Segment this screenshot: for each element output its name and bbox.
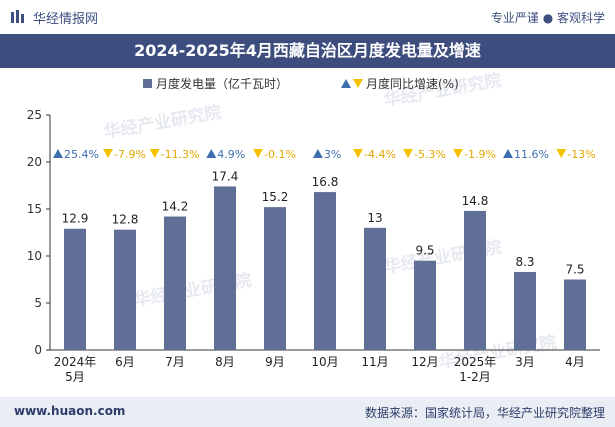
bar-value-label: 13 — [367, 211, 382, 225]
tagline: 专业严谨 ● 客观科学 — [490, 11, 605, 25]
growth-down-triangle-icon — [453, 149, 463, 158]
growth-down-triangle-icon — [103, 149, 113, 158]
growth-label: -5.3% — [414, 148, 446, 161]
bar — [464, 210, 486, 350]
bar — [314, 192, 336, 350]
x-tick-label-line: 1-2月 — [459, 370, 491, 384]
bar — [514, 271, 536, 350]
bar — [214, 186, 236, 350]
x-tick-label: 10月 — [311, 355, 338, 369]
bar-value-label: 12.9 — [62, 212, 89, 226]
growth-down-triangle-icon — [353, 149, 363, 158]
x-tick-label: 12月 — [411, 355, 438, 369]
x-tick-label: 2024年 5月 — [54, 355, 97, 384]
footer: www.huaon.com 数据来源：国家统计局，华经产业研究院整理 — [0, 397, 615, 427]
bar-value-label: 14.8 — [462, 194, 489, 208]
x-tick-label-line: 6月 — [115, 355, 135, 369]
legend-down-triangle-icon — [353, 79, 363, 88]
watermark-text: 华经产业研究院 — [102, 102, 223, 143]
y-tick-label: 20 — [27, 155, 42, 169]
growth-label: -1.9% — [464, 148, 496, 161]
growth-label: -11.3% — [161, 148, 200, 161]
growth-label: 4.9% — [217, 148, 245, 161]
x-tick-label-line: 12月 — [411, 355, 438, 369]
x-tick-label-line: 3月 — [515, 355, 535, 369]
bar-value-label: 9.5 — [415, 244, 434, 258]
growth-down-triangle-icon — [556, 149, 567, 158]
legend-swatch-generation — [143, 79, 152, 88]
legend-label-generation: 月度发电量（亿千瓦时） — [156, 76, 288, 91]
growth-label: 3% — [324, 148, 341, 161]
bar-value-label: 8.3 — [515, 255, 534, 269]
x-tick-label-line: 11月 — [361, 355, 388, 369]
bar-value-label: 17.4 — [212, 169, 239, 183]
growth-up-triangle-icon — [53, 149, 63, 158]
bar — [414, 260, 436, 350]
bar-chart: 华经产业研究院华经产业研究院华经产业研究院华经产业研究院华经产业研究院月度发电量… — [27, 70, 600, 384]
data-source: 数据来源：国家统计局，华经产业研究院整理 — [364, 406, 605, 420]
x-tick-label-line: 2025年 — [454, 355, 497, 369]
x-tick-label-line: 4月 — [565, 355, 585, 369]
growth-label: -4.4% — [364, 148, 396, 161]
chart-title: 2024-2025年4月西藏自治区月度发电量及增速 — [0, 34, 615, 68]
growth-up-triangle-icon — [503, 149, 513, 158]
x-tick-label: 11月 — [361, 355, 388, 369]
growth-up-triangle-icon — [312, 149, 323, 158]
bar — [164, 216, 186, 350]
x-tick-label-line: 2024年 — [54, 355, 97, 369]
x-tick-label: 7月 — [165, 355, 185, 369]
bar-value-label: 16.8 — [312, 175, 339, 189]
legend-up-triangle-icon — [341, 79, 351, 88]
site-url[interactable]: www.huaon.com — [14, 404, 126, 418]
growth-down-triangle-icon — [149, 149, 160, 158]
legend-label-growth: 月度同比增速(%) — [366, 76, 459, 91]
growth-up-triangle-icon — [206, 149, 217, 158]
growth-label: 25.4% — [64, 148, 99, 161]
growth-down-triangle-icon — [253, 149, 263, 158]
x-tick-label: 4月 — [565, 355, 585, 369]
bar — [564, 279, 586, 350]
x-tick-label: 8月 — [215, 355, 235, 369]
bar — [364, 227, 386, 350]
bar-value-label: 14.2 — [162, 200, 189, 214]
brand-logo-icon — [11, 10, 24, 23]
x-tick-label-line: 5月 — [65, 370, 85, 384]
x-tick-label-line: 9月 — [265, 355, 285, 369]
bar — [114, 229, 136, 350]
y-tick-label: 15 — [27, 202, 42, 216]
growth-label: -7.9% — [114, 148, 146, 161]
growth-down-triangle-icon — [403, 149, 413, 158]
x-tick-label: 2025年 1-2月 — [454, 355, 497, 384]
y-tick-label: 10 — [27, 249, 42, 263]
x-tick-label: 9月 — [265, 355, 285, 369]
bar — [264, 207, 286, 350]
y-tick-label: 0 — [34, 343, 42, 357]
growth-label: 11.6% — [514, 148, 549, 161]
x-tick-label-line: 7月 — [165, 355, 185, 369]
bar — [64, 228, 86, 350]
x-tick-label-line: 8月 — [215, 355, 235, 369]
bar-value-label: 12.8 — [112, 213, 139, 227]
top-bar: 华经情报网 专业严谨 ● 客观科学 — [0, 0, 615, 34]
x-tick-label: 6月 — [115, 355, 135, 369]
bar-value-label: 15.2 — [262, 190, 289, 204]
y-tick-label: 25 — [27, 108, 42, 122]
brand-name: 华经情报网 — [33, 12, 99, 27]
growth-label: -0.1% — [264, 148, 296, 161]
bar-value-label: 7.5 — [565, 263, 584, 277]
x-tick-label-line: 10月 — [311, 355, 338, 369]
x-tick-label: 3月 — [515, 355, 535, 369]
y-tick-label: 5 — [34, 296, 42, 310]
growth-label: -13% — [567, 148, 595, 161]
